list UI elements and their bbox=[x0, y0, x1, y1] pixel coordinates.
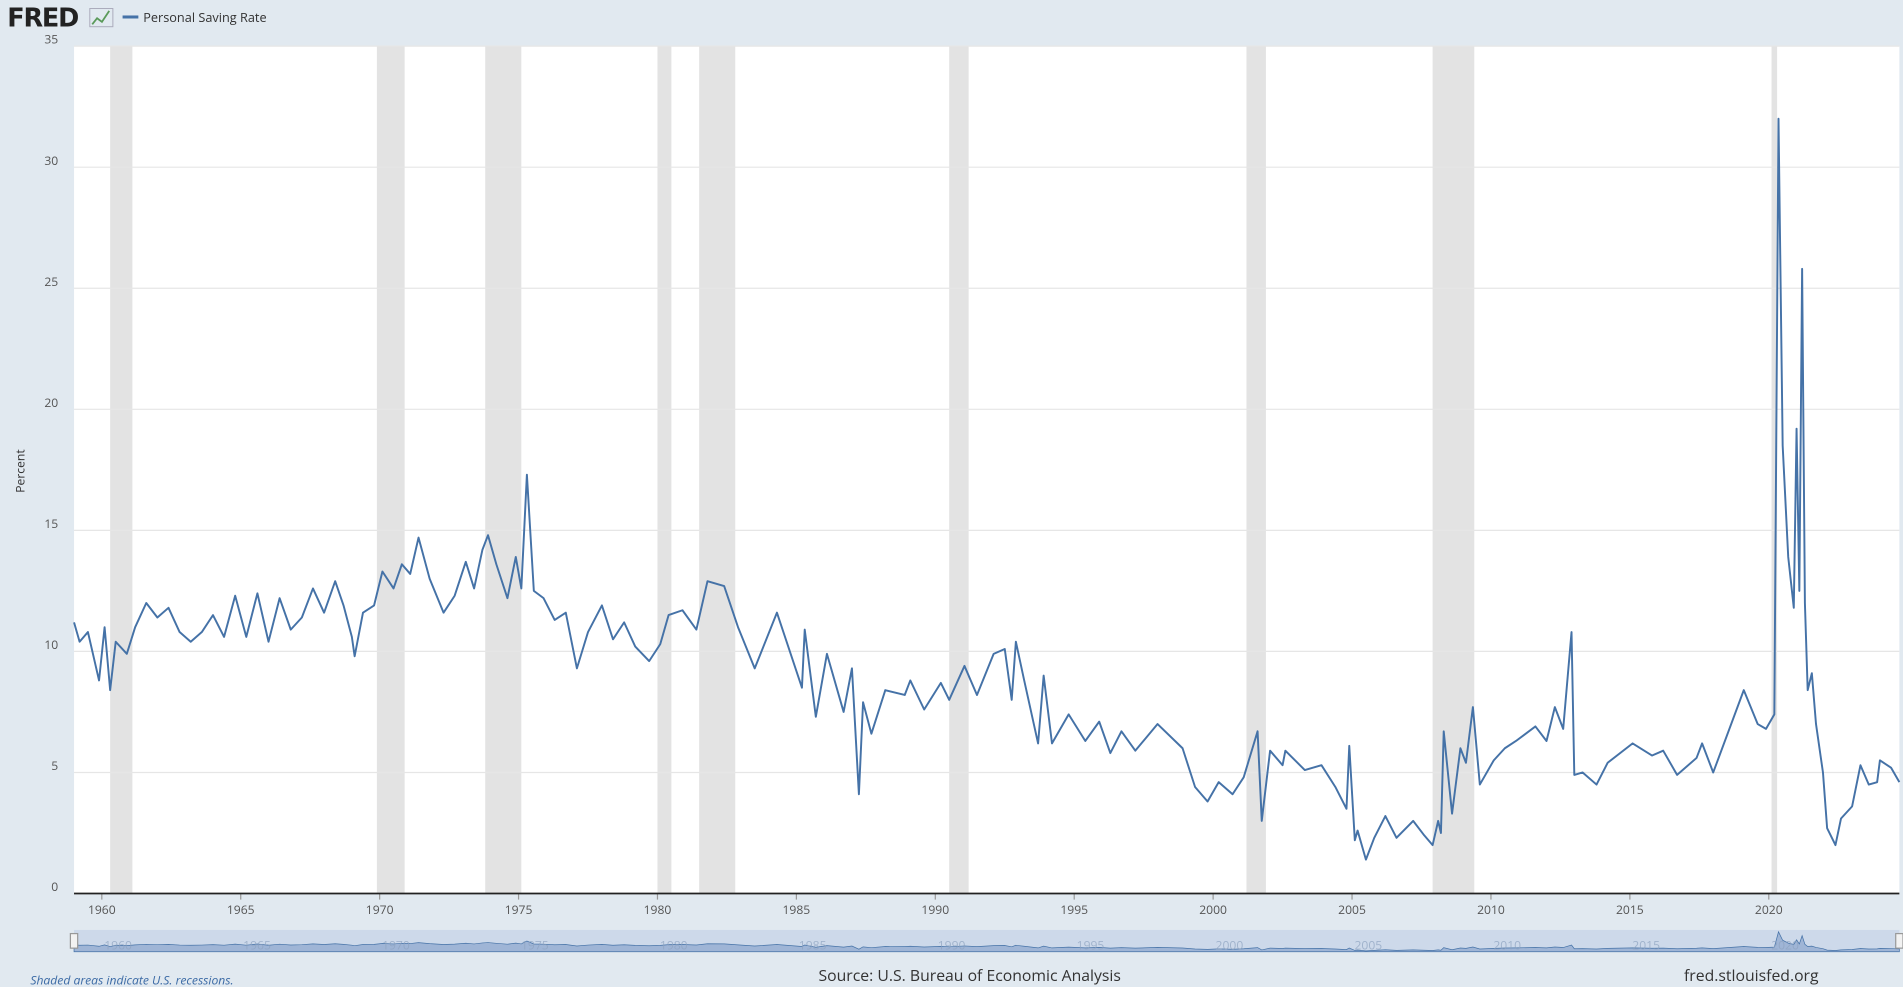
recession-band bbox=[110, 46, 133, 894]
navigator-handle[interactable] bbox=[1895, 932, 1903, 949]
y-axis-label: Percent bbox=[11, 449, 28, 493]
site-link[interactable]: fred.stlouisfed.org bbox=[1684, 964, 1819, 986]
recession-band bbox=[657, 46, 672, 894]
x-tick-label: 1985 bbox=[783, 901, 811, 918]
y-tick-label: 35 bbox=[44, 31, 58, 48]
x-tick-label: 1995 bbox=[1060, 901, 1088, 918]
recession-band bbox=[376, 46, 405, 894]
x-tick-label: 1990 bbox=[921, 901, 949, 918]
y-tick-label: 0 bbox=[51, 878, 58, 895]
logo-icon-frame bbox=[89, 8, 114, 28]
recession-band bbox=[1771, 46, 1778, 894]
legend-label[interactable]: Personal Saving Rate bbox=[143, 8, 266, 26]
y-tick-label: 20 bbox=[44, 394, 58, 411]
navigator-tick-label: 1995 bbox=[1077, 936, 1105, 953]
navigator-tick-label: 1965 bbox=[243, 936, 271, 953]
x-tick-label: 2020 bbox=[1755, 901, 1783, 918]
recession-band bbox=[1246, 46, 1266, 894]
x-tick-label: 2005 bbox=[1338, 901, 1366, 918]
plot-area bbox=[74, 46, 1900, 894]
y-tick-label: 30 bbox=[44, 152, 58, 169]
recession-band bbox=[949, 46, 969, 894]
navigator-tick-label: 1985 bbox=[799, 936, 827, 953]
source: Source: U.S. Bureau of Economic Analysis bbox=[819, 964, 1121, 986]
series-line bbox=[73, 117, 1901, 861]
chart-layer: 0 5 10 15 20 25 30 35 1960 1965 1970 1975 1980 1985 19… bbox=[44, 31, 1903, 953]
y-tick-label: 10 bbox=[44, 636, 58, 653]
navigator-tick-label: 1970 bbox=[382, 936, 410, 953]
x-tick-label: 1975 bbox=[505, 901, 533, 918]
recession-band bbox=[1432, 46, 1475, 894]
x-tick-label: 1960 bbox=[88, 901, 116, 918]
navigator-tick-label: 2005 bbox=[1354, 936, 1382, 953]
x-tick-label: 2000 bbox=[1199, 901, 1227, 918]
navigator-tick-label: 2015 bbox=[1632, 936, 1660, 953]
navigator-handle[interactable] bbox=[69, 932, 79, 949]
recession-note: Shaded areas indicate U.S. recessions. bbox=[30, 972, 233, 987]
navigator-series bbox=[73, 930, 1900, 953]
logo[interactable]: FRED bbox=[7, 4, 79, 34]
recession-band bbox=[485, 46, 522, 894]
logo-icon bbox=[91, 10, 110, 25]
x-tick-label: 1980 bbox=[644, 901, 672, 918]
recession-band bbox=[699, 46, 736, 894]
x-tick-label: 1965 bbox=[227, 901, 255, 918]
x-tick-label: 1970 bbox=[366, 901, 394, 918]
y-tick-label: 15 bbox=[44, 515, 58, 532]
x-tick-label: 2015 bbox=[1616, 901, 1644, 918]
navigator-tick-label: 1975 bbox=[521, 936, 549, 953]
navigator-tick-label: 2000 bbox=[1216, 936, 1244, 953]
y-tick-label: 25 bbox=[44, 273, 58, 290]
x-tick-label: 2010 bbox=[1477, 901, 1505, 918]
navigator-tick-label: 2020 bbox=[1771, 936, 1799, 953]
navigator-tick-label: 2010 bbox=[1493, 936, 1521, 953]
navigator-tick-label: 1980 bbox=[660, 936, 688, 953]
navigator-tick-label: 1990 bbox=[938, 936, 966, 953]
y-tick-label: 5 bbox=[51, 757, 58, 774]
navigator-tick-label: 1960 bbox=[104, 936, 132, 953]
